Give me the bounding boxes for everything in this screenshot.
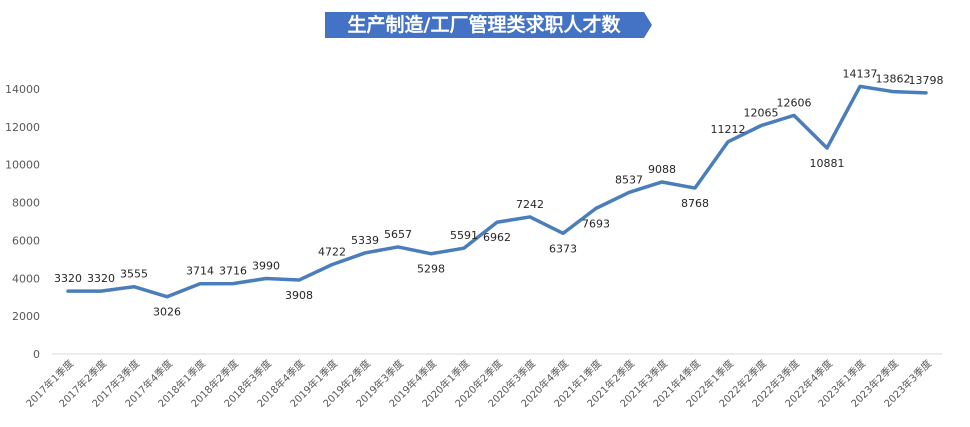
data-label: 3320 [87,272,115,285]
series-line [66,84,928,299]
data-label: 5657 [384,228,412,241]
data-label: 11212 [711,123,746,136]
data-label: 3990 [252,259,280,272]
y-tick-label: 2000 [12,310,40,323]
data-label: 3320 [54,272,82,285]
data-label: 3716 [219,265,247,278]
title-banner [325,12,652,38]
data-label: 5339 [351,234,379,247]
y-tick-label: 4000 [12,272,40,285]
data-label: 7693 [582,217,610,230]
data-label: 12065 [744,107,779,120]
y-tick-label: 8000 [12,197,40,210]
chart-title: 生产制造/工厂管理类求职人才数 [325,12,652,38]
data-label: 13798 [909,74,944,87]
y-tick-label: 12000 [5,121,40,134]
series-line-group [66,84,928,299]
data-label: 12606 [777,96,812,109]
data-label: 3026 [153,306,181,319]
data-label: 9088 [648,163,676,176]
y-tick-label: 6000 [12,234,40,247]
data-label: 8768 [681,197,709,210]
data-label: 14137 [843,67,878,80]
data-label: 10881 [810,157,845,170]
data-label: 3714 [186,265,214,278]
data-label: 3908 [285,289,313,302]
y-tick-label: 0 [33,348,40,361]
y-tick-label: 14000 [5,83,40,96]
data-label: 3555 [120,268,148,281]
data-labels: 3320 3320 3555 3026 3714 3716 3990 3908 4722 5339… [54,67,944,318]
data-label: 6373 [549,242,577,255]
data-label: 5591 [450,229,478,242]
data-label: 8537 [615,173,643,186]
data-label: 5298 [417,263,445,276]
x-axis: 2017年1季度2017年2季度2017年3季度2017年4季度2018年1季度… [23,353,942,410]
data-label: 4722 [318,246,346,259]
data-label: 6962 [483,231,511,244]
y-tick-label: 10000 [5,159,40,172]
title-text: 生产制造/工厂管理类求职人才数 [348,13,622,36]
y-axis: 0 2000 4000 6000 8000 10000 12000 14000 [5,83,40,361]
data-label: 13862 [876,73,911,86]
data-label: 7242 [516,198,544,211]
